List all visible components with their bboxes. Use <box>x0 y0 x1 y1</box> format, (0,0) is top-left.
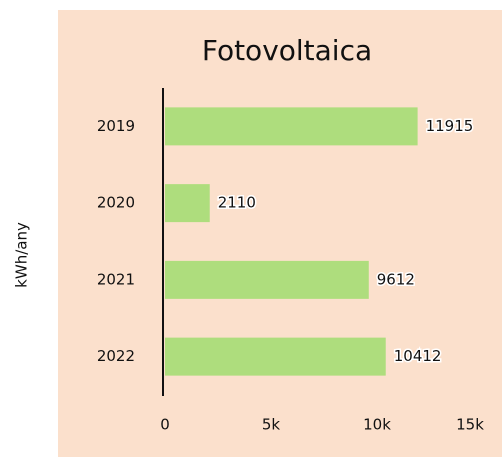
y-tick-label: 2022 <box>97 347 135 365</box>
x-tick-label: 10k <box>363 416 391 434</box>
y-axis-label: kWh/any <box>13 222 31 288</box>
y-tick-label: 2019 <box>97 117 135 135</box>
bar <box>165 184 210 223</box>
bar <box>165 337 386 376</box>
value-label: 10412 <box>394 347 442 365</box>
value-label: 2110 <box>218 194 256 212</box>
plot-panel <box>58 10 502 457</box>
chart-title: Fotovoltaica <box>202 34 372 67</box>
x-tick-label: 15k <box>456 416 484 434</box>
value-label: 9612 <box>377 270 415 288</box>
y-tick-label: 2020 <box>97 194 135 212</box>
x-tick-label: 0 <box>160 416 170 434</box>
x-tick-label: 5k <box>262 416 281 434</box>
bar <box>165 107 418 146</box>
value-label: 11915 <box>426 117 474 135</box>
bar <box>165 260 369 299</box>
y-tick-label: 2021 <box>97 270 135 288</box>
